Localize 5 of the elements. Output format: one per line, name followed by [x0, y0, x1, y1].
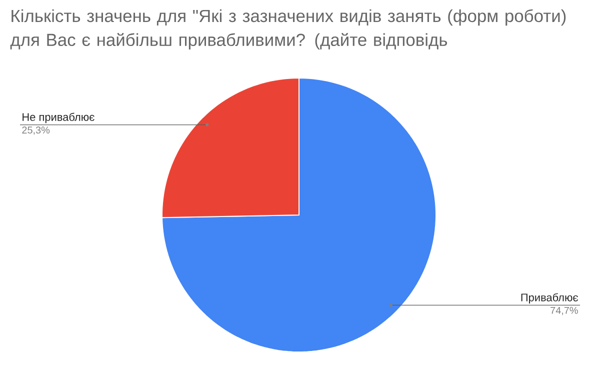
data-label: 25,3% [22, 126, 50, 135]
data-label: 74,7% [550, 306, 578, 316]
slice-label: Приваблює [521, 293, 578, 304]
chart-title: Кількість значень для "Які з зазначених видів занять (форм роботи) для Вас є найбільш привабливими? (дайте відповідь [10, 9, 566, 50]
slice-label: Не приваблює [22, 112, 94, 124]
